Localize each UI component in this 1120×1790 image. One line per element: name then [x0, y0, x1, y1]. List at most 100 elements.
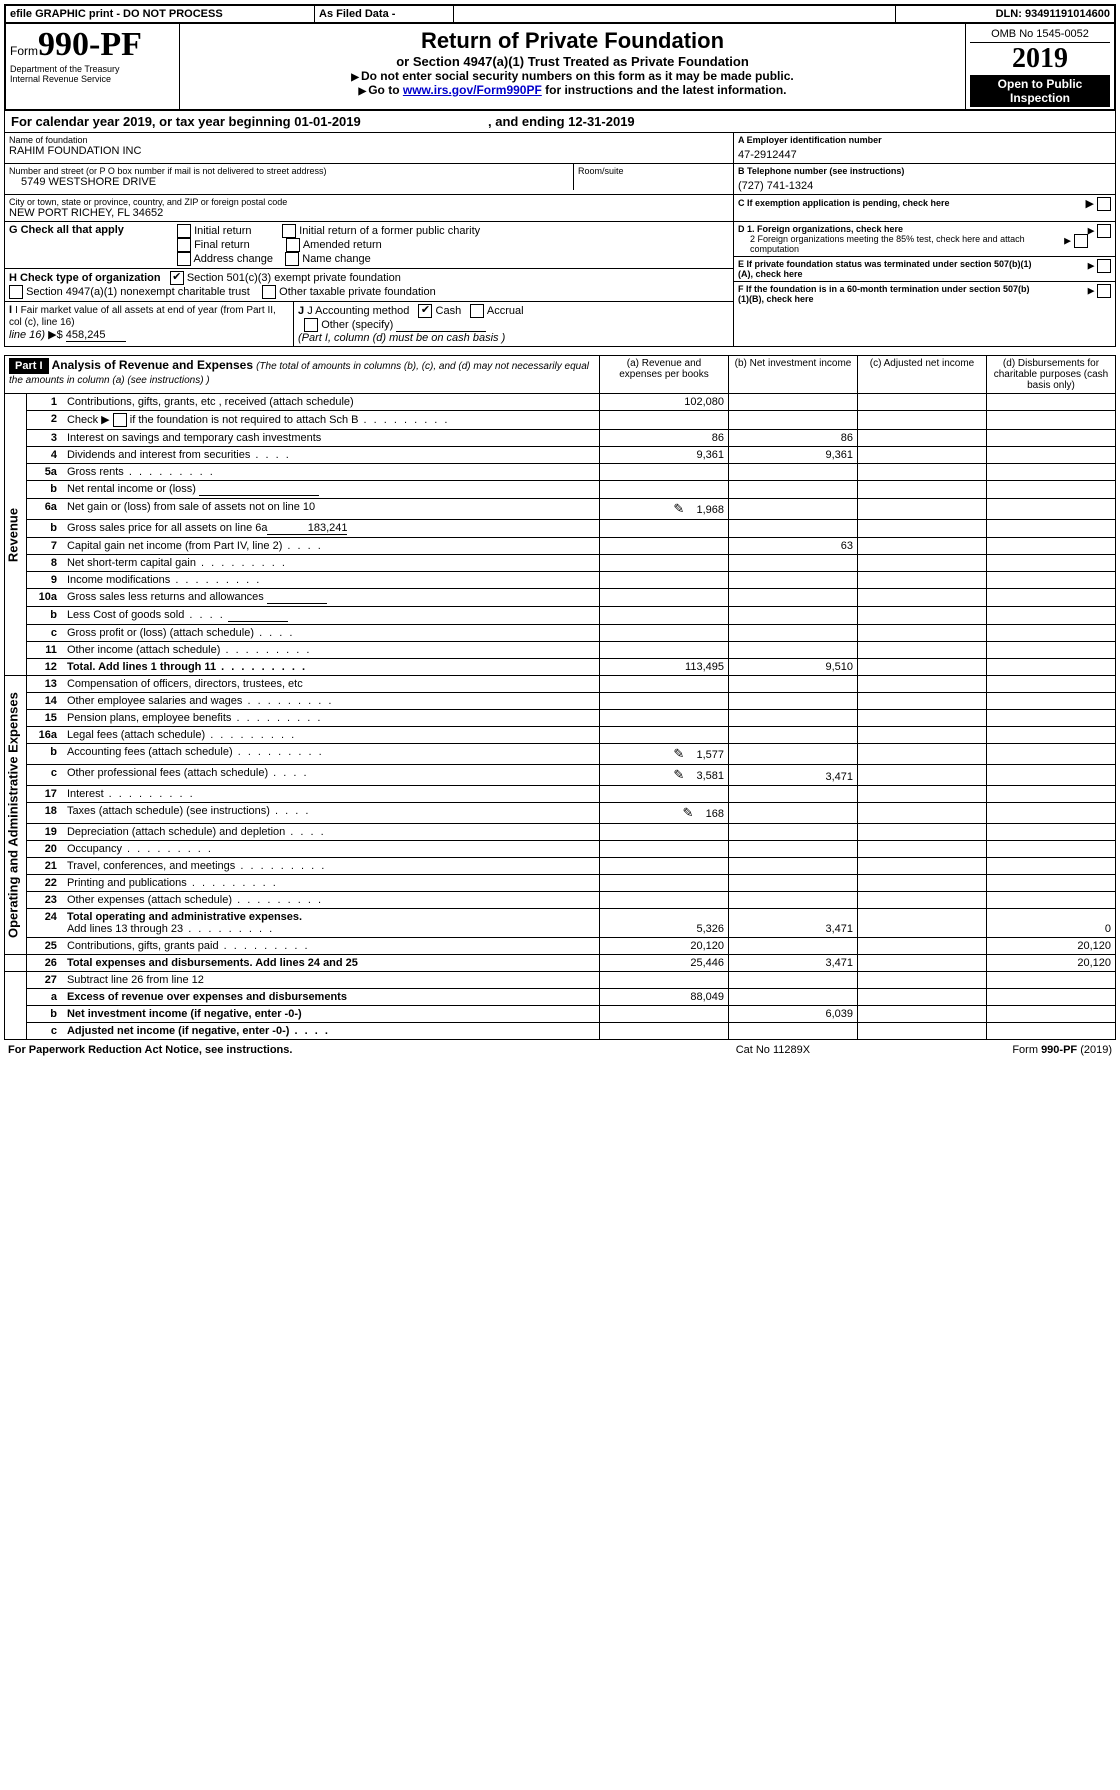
part1-header: Part I — [9, 358, 49, 374]
col-d-header: (d) Disbursements for charitable purpose… — [987, 356, 1116, 394]
j-note: (Part I, column (d) must be on cash basi… — [298, 332, 505, 344]
h-4947-checkbox[interactable] — [9, 285, 23, 299]
j-label: J Accounting method — [307, 305, 409, 317]
c-label: C If exemption application is pending, c… — [738, 198, 950, 208]
form-prefix: Form — [10, 44, 38, 58]
h-501c3-checkbox[interactable]: ✔ — [170, 271, 184, 285]
i-label: I Fair market value of all assets at end… — [9, 305, 276, 328]
table-row: 19 Depreciation (attach schedule) and de… — [5, 824, 1116, 841]
d1-label: D 1. Foreign organizations, check here — [738, 224, 903, 234]
c-checkbox[interactable] — [1097, 197, 1111, 211]
attachment-icon[interactable]: ✎ — [673, 746, 684, 762]
table-row: 21 Travel, conferences, and meetings — [5, 858, 1116, 875]
g-label: G Check all that apply — [9, 224, 124, 236]
attachment-icon[interactable]: ✎ — [673, 767, 684, 783]
attachment-icon[interactable]: ✎ — [683, 805, 694, 821]
street-address: 5749 WESTSHORE DRIVE — [9, 176, 569, 188]
e-label: E If private foundation status was termi… — [738, 259, 1038, 279]
g-address-change-checkbox[interactable] — [177, 252, 191, 266]
efile-notice: efile GRAPHIC print - DO NOT PROCESS — [5, 5, 315, 23]
irs-label: Internal Revenue Service — [10, 74, 175, 84]
table-row: 8 Net short-term capital gain — [5, 555, 1116, 572]
schb-checkbox[interactable] — [113, 413, 127, 427]
table-row: a Excess of revenue over expenses and di… — [5, 989, 1116, 1006]
as-filed-label: As Filed Data - — [315, 5, 454, 23]
f-checkbox[interactable] — [1097, 284, 1111, 298]
table-row: b Less Cost of goods sold — [5, 607, 1116, 625]
e-checkbox[interactable] — [1097, 259, 1111, 273]
catalog-number: Cat No 11289X — [678, 1042, 868, 1058]
j-accrual-checkbox[interactable] — [470, 304, 484, 318]
table-row: 25 Contributions, gifts, grants paid 20,… — [5, 938, 1116, 955]
tax-year: 2019 — [970, 43, 1110, 75]
form-header: Form990-PF Department of the Treasury In… — [4, 24, 1116, 111]
phone-value: (727) 741-1324 — [738, 176, 1111, 192]
col-c-header: (c) Adjusted net income — [858, 356, 987, 394]
phone-label: B Telephone number (see instructions) — [738, 166, 1111, 176]
table-row: c Gross profit or (loss) (attach schedul… — [5, 625, 1116, 642]
goto-line: Go to www.irs.gov/Form990PF for instruct… — [184, 83, 961, 97]
table-row: 23 Other expenses (attach schedule) — [5, 892, 1116, 909]
paperwork-notice: For Paperwork Reduction Act Notice, see … — [4, 1042, 678, 1058]
j-other-checkbox[interactable] — [304, 318, 318, 332]
table-row: 24 Total operating and administrative ex… — [5, 909, 1116, 938]
table-row: c Adjusted net income (if negative, ente… — [5, 1023, 1116, 1040]
address-label: Number and street (or P O box number if … — [9, 166, 569, 176]
d2-checkbox[interactable] — [1074, 234, 1088, 248]
d1-checkbox[interactable] — [1097, 224, 1111, 238]
g-name-change-checkbox[interactable] — [285, 252, 299, 266]
ein-label: A Employer identification number — [738, 135, 1111, 145]
table-row: 12 Total. Add lines 1 through 11 113,495… — [5, 659, 1116, 676]
table-row: b Gross sales price for all assets on li… — [5, 520, 1116, 538]
irs-link[interactable]: www.irs.gov/Form990PF — [403, 83, 542, 97]
h-other-checkbox[interactable] — [262, 285, 276, 299]
table-row: b Net rental income or (loss) — [5, 481, 1116, 499]
dln: DLN: 93491191014600 — [896, 5, 1116, 23]
col-a-header: (a) Revenue and expenses per books — [600, 356, 729, 394]
city-label: City or town, state or province, country… — [9, 197, 729, 207]
g-initial-checkbox[interactable] — [177, 224, 191, 238]
revenue-section-label: Revenue — [5, 394, 27, 676]
dept-treasury: Department of the Treasury — [10, 64, 175, 74]
table-row: 15 Pension plans, employee benefits — [5, 710, 1116, 727]
form-title: Return of Private Foundation — [184, 28, 961, 54]
part1-table: Part I Analysis of Revenue and Expenses … — [4, 355, 1116, 1040]
table-row: 17 Interest — [5, 786, 1116, 803]
table-row: 22 Printing and publications — [5, 875, 1116, 892]
table-row: 16a Legal fees (attach schedule) — [5, 727, 1116, 744]
table-row: b Net investment income (if negative, en… — [5, 1006, 1116, 1023]
table-row: 5a Gross rents — [5, 464, 1116, 481]
fmv-value: 458,245 — [66, 329, 126, 342]
form-subtitle: or Section 4947(a)(1) Trust Treated as P… — [184, 54, 961, 69]
table-row: 7 Capital gain net income (from Part IV,… — [5, 538, 1116, 555]
table-row: 4 Dividends and interest from securities… — [5, 447, 1116, 464]
open-to-public: Open to Public Inspection — [970, 75, 1110, 107]
j-cash-checkbox[interactable]: ✔ — [418, 304, 432, 318]
table-row: 3 Interest on savings and temporary cash… — [5, 430, 1116, 447]
table-row: Revenue 1 Contributions, gifts, grants, … — [5, 394, 1116, 411]
table-row: 9 Income modifications — [5, 572, 1116, 589]
calendar-year-line: For calendar year 2019, or tax year begi… — [4, 111, 1116, 133]
city-state-zip: NEW PORT RICHEY, FL 34652 — [9, 207, 729, 219]
form-footer-id: Form 990-PF (2019) — [868, 1042, 1116, 1058]
table-row: 27 Subtract line 26 from line 12 — [5, 972, 1116, 989]
room-suite-label: Room/suite — [578, 166, 729, 176]
table-row: 18 Taxes (attach schedule) (see instruct… — [5, 803, 1116, 824]
entity-block: Name of foundation RAHIM FOUNDATION INC … — [4, 133, 1116, 347]
table-row: Operating and Administrative Expenses 13… — [5, 676, 1116, 693]
ssn-warning: Do not enter social security numbers on … — [184, 69, 961, 83]
form-number: 990-PF — [38, 26, 142, 63]
d2-label: 2 Foreign organizations meeting the 85% … — [738, 234, 1040, 254]
table-row: 14 Other employee salaries and wages — [5, 693, 1116, 710]
h-label: H Check type of organization — [9, 272, 161, 284]
g-amended-checkbox[interactable] — [286, 238, 300, 252]
col-b-header: (b) Net investment income — [729, 356, 858, 394]
g-former-charity-checkbox[interactable] — [282, 224, 296, 238]
foundation-name: RAHIM FOUNDATION INC — [9, 145, 729, 157]
top-bar: efile GRAPHIC print - DO NOT PROCESS As … — [4, 4, 1116, 24]
table-row: 26 Total expenses and disbursements. Add… — [5, 955, 1116, 972]
attachment-icon[interactable]: ✎ — [673, 501, 684, 517]
table-row: 11 Other income (attach schedule) — [5, 642, 1116, 659]
ein-value: 47-2912447 — [738, 145, 1111, 161]
g-final-checkbox[interactable] — [177, 238, 191, 252]
